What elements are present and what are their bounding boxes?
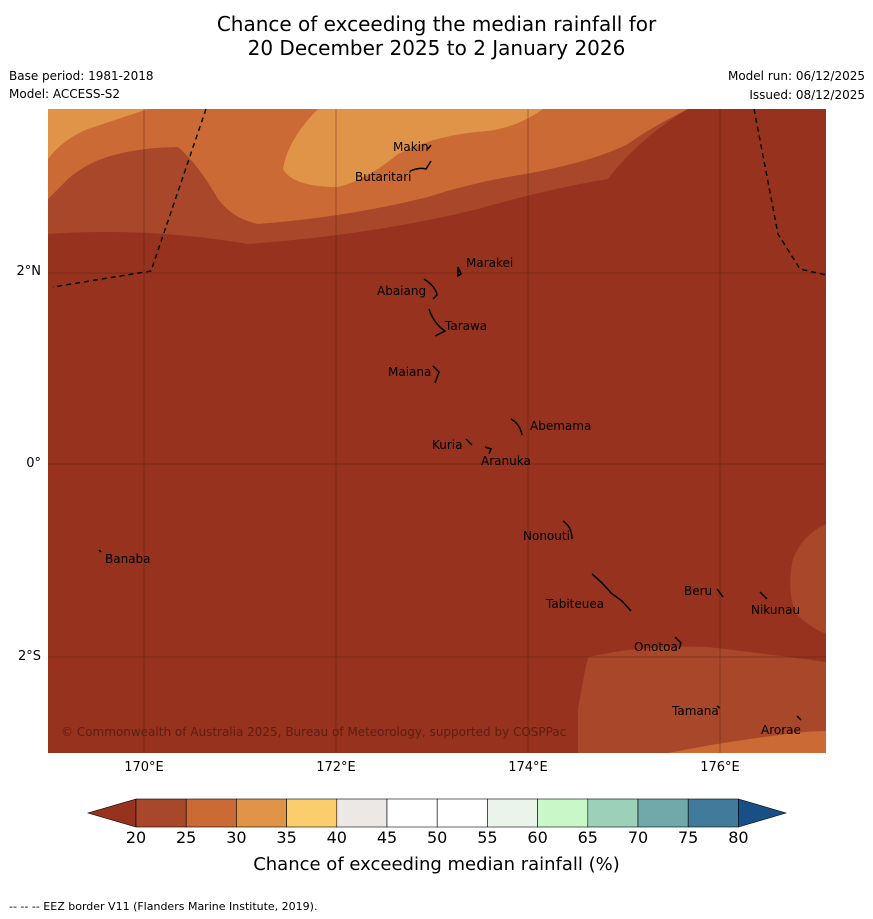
island-beru: [716, 588, 724, 598]
colorbar-tick-label: 60: [527, 828, 548, 847]
colorbar-segment: [236, 798, 287, 828]
label-onotoa: Onotoa: [634, 640, 678, 654]
islands: [98, 144, 802, 721]
base-period: Base period: 1981-2018: [9, 69, 154, 83]
island-makin: [427, 144, 432, 150]
title-line-2: 20 December 2025 to 2 January 2026: [247, 36, 626, 60]
colorbar-segment: [286, 798, 338, 828]
island-butaritari: [409, 160, 432, 172]
colorbar-tick-label: 25: [176, 828, 197, 847]
lat-label-2n: 2°N: [16, 264, 42, 279]
island-arorae: [796, 715, 802, 721]
label-maiana: Maiana: [388, 365, 431, 379]
island-abaiang: [423, 278, 438, 300]
label-tarawa: Tarawa: [444, 319, 487, 333]
colorbar: [86, 798, 788, 828]
label-banaba: Banaba: [105, 552, 151, 566]
colorbar-tick-label: 80: [728, 828, 749, 847]
lon-label-174e: 174°E: [508, 760, 548, 775]
title-line-1: Chance of exceeding the median rainfall …: [216, 12, 657, 36]
model-name: Model: ACCESS-S2: [9, 87, 121, 101]
region-20-25-south: [578, 646, 826, 753]
label-aranuka: Aranuka: [481, 454, 531, 468]
colorbar-tick-label: 35: [276, 828, 297, 847]
island-tamana: [716, 705, 721, 709]
copyright-notice: © Commonwealth of Australia 2025, Bureau…: [61, 725, 566, 739]
colorbar-tick-label: 55: [477, 828, 498, 847]
island-tabiteuea: [591, 573, 632, 612]
lat-label-2s: 2°S: [17, 649, 41, 664]
label-arorae: Arorae: [761, 723, 801, 737]
issued-date: Issued: 08/12/2025: [749, 88, 865, 102]
colorbar-tick-label: 75: [678, 828, 699, 847]
lon-label-170e: 170°E: [124, 760, 164, 775]
label-tabiteuea: Tabiteuea: [545, 597, 604, 611]
label-nikunau: Nikunau: [751, 603, 800, 617]
rainfall-map: Makin Butaritari Marakei Abaiang Tarawa …: [48, 109, 826, 753]
label-butaritari: Butaritari: [355, 170, 412, 184]
colorbar-label: Chance of exceeding median rainfall (%): [253, 854, 620, 875]
label-abaiang: Abaiang: [377, 284, 426, 298]
island-nonouti: [562, 520, 573, 540]
colorbar-tick-label: 65: [577, 828, 598, 847]
island-kuria: [465, 438, 473, 446]
region-20-25-east: [790, 524, 826, 634]
colorbar-segment: [587, 798, 639, 828]
island-onotoa: [674, 636, 682, 650]
region-30-35-northwest: [48, 109, 148, 159]
island-marakei: [457, 266, 462, 278]
colorbar-segment: [336, 798, 388, 828]
colorbar-tick-label: 45: [376, 828, 398, 847]
colorbar-segment: [135, 798, 187, 828]
colorbar-segment: [436, 798, 488, 828]
colorbar-tick-label: 40: [326, 828, 347, 847]
place-labels: Makin Butaritari Marakei Abaiang Tarawa …: [105, 140, 801, 737]
label-makin: Makin: [393, 140, 429, 154]
lon-label-176e: 176°E: [700, 760, 740, 775]
island-abemama: [510, 418, 523, 436]
colorbar-tick-label: 20: [125, 828, 147, 847]
label-abemama: Abemama: [530, 419, 591, 433]
eez-borders: [52, 109, 826, 288]
lon-label-172e: 172°E: [316, 760, 356, 775]
colorbar-segment: [487, 798, 538, 828]
island-maiana: [432, 365, 440, 384]
label-tamana: Tamana: [671, 704, 719, 718]
model-run-date: Model run: 06/12/2025: [727, 69, 865, 83]
colorbar-segment: [185, 798, 237, 828]
label-marakei: Marakei: [466, 256, 513, 270]
eez-footnote: -- -- -- EEZ border V11 (Flanders Marine…: [9, 900, 318, 913]
colorbar-under-arrow: [86, 798, 137, 828]
island-nikunau: [759, 591, 768, 600]
label-beru: Beru: [684, 584, 712, 598]
colorbar-segments: [86, 798, 788, 828]
colorbar-segment: [687, 798, 739, 828]
colorbar-tick-label: 70: [627, 828, 649, 847]
lat-label-0: 0°: [26, 456, 41, 471]
colorbar-segment: [386, 798, 438, 828]
island-tarawa: [428, 308, 447, 337]
island-banaba: [98, 549, 102, 553]
region-30-35-north: [283, 109, 543, 187]
colorbar-tick-label: 50: [427, 828, 448, 847]
region-25-30-south: [668, 731, 826, 753]
chart-title: Chance of exceeding the median rainfall …: [0, 12, 873, 60]
label-nonouti: Nonouti: [523, 529, 570, 543]
label-kuria: Kuria: [432, 438, 463, 452]
colorbar-segment: [637, 798, 689, 828]
gridlines: [48, 109, 826, 753]
colorbar-tick-label: 30: [226, 828, 247, 847]
island-aranuka: [484, 446, 492, 455]
colorbar-over-arrow: [738, 798, 788, 828]
colorbar-segment: [537, 798, 589, 828]
